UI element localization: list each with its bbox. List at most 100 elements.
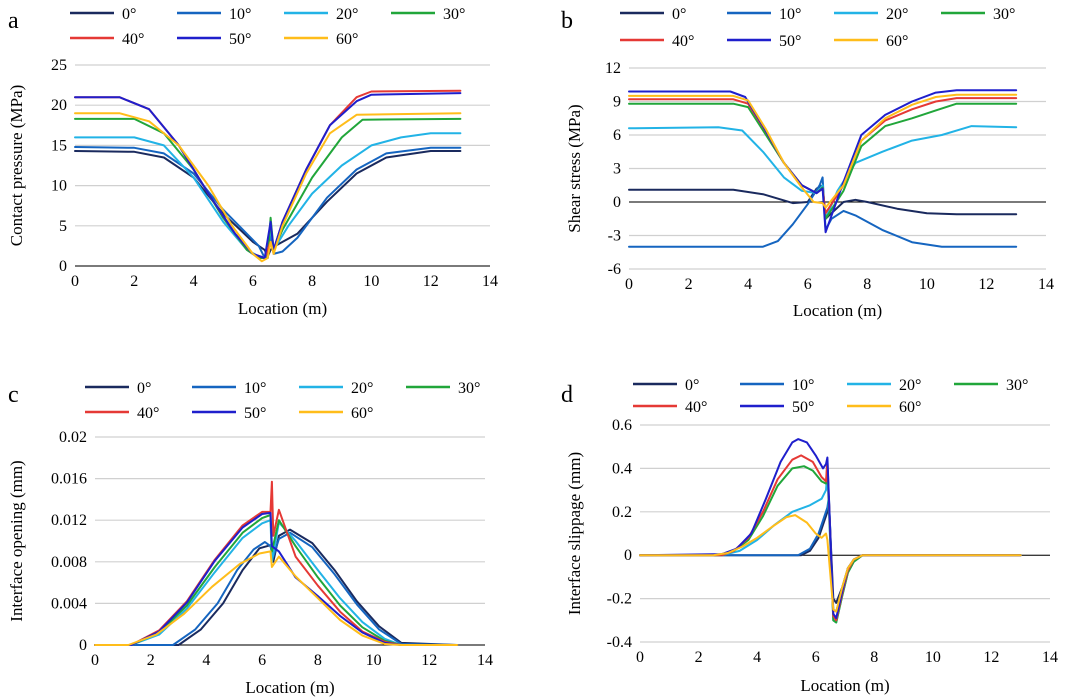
y-tick-label: 3 xyxy=(613,161,621,178)
x-tick-label: 6 xyxy=(249,273,257,290)
legend-label: 50° xyxy=(792,399,814,416)
y-tick-label: 10 xyxy=(51,178,67,195)
x-tick-label: 0 xyxy=(71,273,79,290)
panel-letter: c xyxy=(8,382,19,408)
x-tick-label: 14 xyxy=(477,652,493,669)
y-tick-label: 20 xyxy=(51,97,67,114)
y-axis-label: Shear stress (MPa) xyxy=(565,104,584,232)
y-tick-label: -0.4 xyxy=(607,634,632,651)
y-tick-label: -3 xyxy=(608,228,621,245)
y-axis-label: Contact pressure (MPa) xyxy=(7,85,26,246)
x-tick-label: 0 xyxy=(625,276,633,293)
x-tick-label: 2 xyxy=(147,652,155,669)
series-line-20deg xyxy=(94,519,459,646)
y-tick-label: 6 xyxy=(613,127,621,144)
series-line-60deg xyxy=(74,112,462,263)
panel-b: -6 -3 0 3 6 9 12 0 2 4 6 8 10 12 14 Location (m) Shear s… xyxy=(561,6,1054,320)
x-tick-label: 12 xyxy=(983,649,999,666)
x-tick-label: 10 xyxy=(366,652,382,669)
series-line-60deg xyxy=(628,93,1018,209)
y-tick-label: 0 xyxy=(613,194,621,211)
x-tick-label: 8 xyxy=(870,649,878,666)
y-tick-label: 15 xyxy=(51,137,67,154)
legend-label: 0° xyxy=(137,380,151,397)
x-tick-label: 14 xyxy=(1038,276,1054,293)
legend-label: 10° xyxy=(229,6,251,23)
x-tick-label: 12 xyxy=(423,273,439,290)
series-line-40deg xyxy=(94,480,459,646)
panel-c: 0 0.004 0.008 0.012 0.016 0.02 0 2 4 6 8 10 12 14 Loca… xyxy=(7,380,493,697)
x-tick-label: 4 xyxy=(202,652,210,669)
x-tick-label: 4 xyxy=(744,276,752,293)
x-tick-label: 8 xyxy=(863,276,871,293)
y-tick-label: 0 xyxy=(624,547,632,564)
legend-label: 30° xyxy=(1006,377,1028,394)
panel-letter: d xyxy=(561,382,573,408)
y-tick-label: 5 xyxy=(59,218,67,235)
x-axis-label: Location (m) xyxy=(245,678,334,697)
y-tick-label: 0.008 xyxy=(51,554,87,571)
x-tick-label: 4 xyxy=(190,273,198,290)
panel-letter: a xyxy=(8,8,19,34)
legend-label: 10° xyxy=(244,380,266,397)
y-tick-label: 0.016 xyxy=(51,471,87,488)
legend-label: 0° xyxy=(672,6,686,23)
y-tick-label: -6 xyxy=(608,261,621,278)
x-tick-label: 8 xyxy=(308,273,316,290)
legend-label: 20° xyxy=(899,377,921,394)
x-tick-label: 12 xyxy=(978,276,994,293)
legend-label: 20° xyxy=(336,6,358,23)
series-line-40deg xyxy=(74,89,462,259)
y-tick-label: 0.02 xyxy=(59,429,87,446)
legend-label: 60° xyxy=(886,33,908,50)
y-tick-label: 25 xyxy=(51,57,67,74)
legend-label: 60° xyxy=(336,31,358,48)
x-axis-label: Location (m) xyxy=(793,301,882,320)
legend-label: 50° xyxy=(229,31,251,48)
series-line-60deg xyxy=(94,550,459,646)
x-tick-label: 8 xyxy=(314,652,322,669)
y-tick-label: 0.2 xyxy=(612,504,632,521)
x-tick-label: 4 xyxy=(753,649,761,666)
panel-d: -0.4 -0.2 0 0.2 0.4 0.6 0 2 4 6 8 10 12 14 Location (m… xyxy=(561,377,1058,695)
legend-label: 60° xyxy=(351,405,373,422)
series-line-50deg xyxy=(94,511,459,646)
x-tick-label: 14 xyxy=(482,273,498,290)
series-line-30deg xyxy=(94,514,459,646)
legend-label: 50° xyxy=(779,33,801,50)
legend-label: 10° xyxy=(779,6,801,23)
x-tick-label: 10 xyxy=(925,649,941,666)
y-tick-label: 0 xyxy=(79,637,87,654)
y-tick-label: 0.004 xyxy=(51,595,87,612)
legend-label: 0° xyxy=(122,6,136,23)
x-tick-label: 6 xyxy=(258,652,266,669)
x-tick-label: 2 xyxy=(685,276,693,293)
x-tick-label: 2 xyxy=(130,273,138,290)
x-tick-label: 6 xyxy=(804,276,812,293)
y-tick-label: 12 xyxy=(605,60,621,77)
x-tick-label: 0 xyxy=(91,652,99,669)
legend-label: 40° xyxy=(137,405,159,422)
legend-label: 30° xyxy=(443,6,465,23)
x-tick-label: 2 xyxy=(695,649,703,666)
legend-label: 40° xyxy=(685,399,707,416)
legend-label: 60° xyxy=(899,399,921,416)
legend-label: 40° xyxy=(672,33,694,50)
legend-label: 30° xyxy=(993,6,1015,23)
x-tick-label: 14 xyxy=(1042,649,1058,666)
series-line-50deg xyxy=(639,438,1022,620)
x-tick-label: 0 xyxy=(636,649,644,666)
series-line-60deg xyxy=(639,514,1022,613)
legend-label: 50° xyxy=(244,405,266,422)
legend-label: 40° xyxy=(122,31,144,48)
x-tick-label: 6 xyxy=(812,649,820,666)
x-tick-label: 10 xyxy=(363,273,379,290)
y-tick-label: 0.012 xyxy=(51,512,87,529)
y-tick-label: -0.2 xyxy=(607,591,632,608)
y-axis-label: Interface opening (mm) xyxy=(7,460,26,621)
y-tick-label: 0.6 xyxy=(612,417,632,434)
legend-label: 10° xyxy=(792,377,814,394)
x-tick-label: 12 xyxy=(421,652,437,669)
y-axis-label: Interface slippage (mm) xyxy=(565,452,584,615)
